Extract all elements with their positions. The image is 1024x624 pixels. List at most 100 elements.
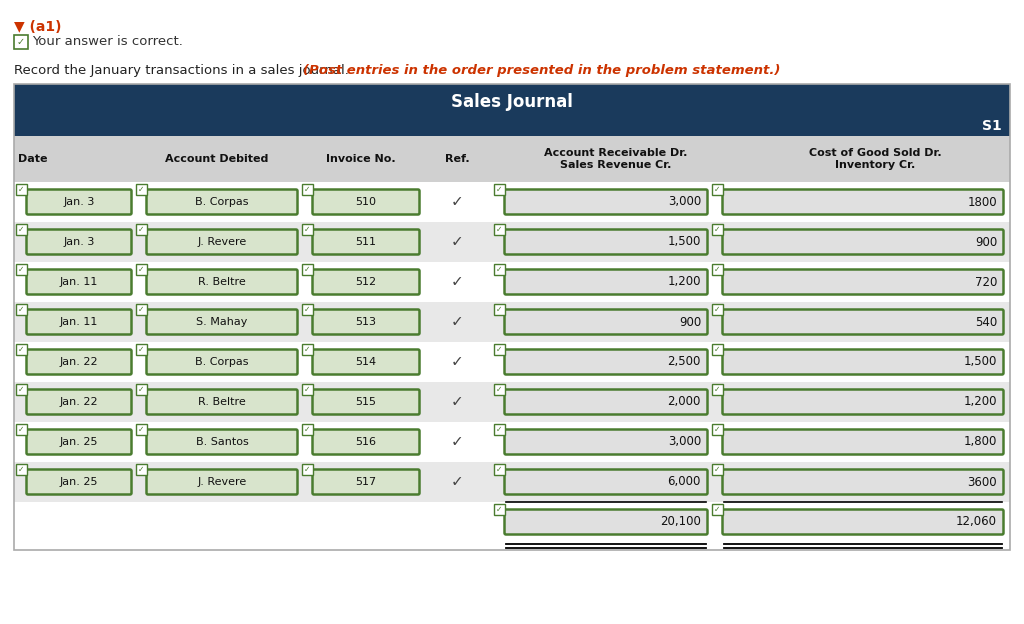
FancyBboxPatch shape (27, 469, 131, 494)
FancyBboxPatch shape (14, 342, 1010, 382)
FancyBboxPatch shape (302, 183, 313, 195)
FancyBboxPatch shape (146, 349, 298, 374)
FancyBboxPatch shape (712, 464, 723, 475)
FancyBboxPatch shape (136, 464, 147, 475)
Text: ✓: ✓ (497, 225, 503, 234)
FancyBboxPatch shape (494, 384, 505, 395)
Text: 2,000: 2,000 (668, 396, 701, 409)
FancyBboxPatch shape (505, 190, 708, 215)
Text: 2,500: 2,500 (668, 356, 701, 369)
FancyBboxPatch shape (712, 504, 723, 515)
Text: 1800: 1800 (968, 195, 997, 208)
Text: ✓: ✓ (138, 305, 144, 314)
Text: 517: 517 (355, 477, 377, 487)
Text: ✓: ✓ (715, 185, 721, 194)
Text: ✓: ✓ (18, 345, 25, 354)
Text: Record the January transactions in a sales journal.: Record the January transactions in a sal… (14, 64, 353, 77)
Text: ✓: ✓ (304, 465, 310, 474)
Text: 6,000: 6,000 (668, 475, 701, 489)
Text: ✓: ✓ (715, 385, 721, 394)
Text: Account Receivable Dr.
Sales Revenue Cr.: Account Receivable Dr. Sales Revenue Cr. (545, 148, 688, 170)
Text: ✓: ✓ (497, 345, 503, 354)
Text: ✓: ✓ (18, 265, 25, 274)
FancyBboxPatch shape (15, 304, 28, 315)
Text: ✓: ✓ (497, 385, 503, 394)
FancyBboxPatch shape (13, 34, 28, 49)
FancyBboxPatch shape (14, 84, 1010, 136)
Text: R. Beltre: R. Beltre (198, 277, 246, 287)
Text: 3,000: 3,000 (668, 195, 701, 208)
Text: Jan. 22: Jan. 22 (59, 357, 98, 367)
Text: ✓: ✓ (451, 394, 464, 409)
Text: Jan. 11: Jan. 11 (59, 317, 98, 327)
FancyBboxPatch shape (505, 310, 708, 334)
Text: ✓: ✓ (497, 465, 503, 474)
FancyBboxPatch shape (27, 429, 131, 454)
Text: ✓: ✓ (715, 465, 721, 474)
FancyBboxPatch shape (14, 302, 1010, 342)
Text: ✓: ✓ (715, 225, 721, 234)
Text: ✓: ✓ (138, 225, 144, 234)
Text: ▼ (a1): ▼ (a1) (14, 20, 61, 34)
FancyBboxPatch shape (712, 223, 723, 235)
FancyBboxPatch shape (494, 223, 505, 235)
FancyBboxPatch shape (302, 424, 313, 436)
Text: 900: 900 (679, 316, 701, 328)
Text: 720: 720 (975, 276, 997, 288)
Text: ✓: ✓ (304, 305, 310, 314)
FancyBboxPatch shape (494, 304, 505, 315)
Text: ✓: ✓ (16, 36, 25, 47)
FancyBboxPatch shape (146, 230, 298, 255)
Text: 3,000: 3,000 (668, 436, 701, 449)
Text: 513: 513 (355, 317, 377, 327)
Text: ✓: ✓ (138, 385, 144, 394)
FancyBboxPatch shape (723, 429, 1004, 454)
Text: ✓: ✓ (451, 235, 464, 250)
Text: ✓: ✓ (138, 345, 144, 354)
FancyBboxPatch shape (302, 223, 313, 235)
FancyBboxPatch shape (505, 469, 708, 494)
Text: Invoice No.: Invoice No. (327, 154, 396, 164)
Text: ✓: ✓ (715, 425, 721, 434)
Text: 516: 516 (355, 437, 377, 447)
Text: 1,500: 1,500 (964, 356, 997, 369)
FancyBboxPatch shape (14, 422, 1010, 462)
Text: R. Beltre: R. Beltre (198, 397, 246, 407)
FancyBboxPatch shape (494, 424, 505, 436)
FancyBboxPatch shape (27, 230, 131, 255)
FancyBboxPatch shape (15, 223, 28, 235)
FancyBboxPatch shape (146, 190, 298, 215)
Text: ✓: ✓ (18, 185, 25, 194)
FancyBboxPatch shape (146, 389, 298, 414)
Text: B. Corpas: B. Corpas (196, 197, 249, 207)
FancyBboxPatch shape (712, 384, 723, 395)
FancyBboxPatch shape (312, 389, 420, 414)
FancyBboxPatch shape (302, 344, 313, 355)
FancyBboxPatch shape (136, 264, 147, 275)
Text: ✓: ✓ (304, 185, 310, 194)
FancyBboxPatch shape (505, 429, 708, 454)
Text: Account Debited: Account Debited (165, 154, 268, 164)
FancyBboxPatch shape (494, 183, 505, 195)
Text: 540: 540 (975, 316, 997, 328)
Text: ✓: ✓ (451, 195, 464, 210)
Text: 3600: 3600 (968, 475, 997, 489)
FancyBboxPatch shape (15, 464, 28, 475)
FancyBboxPatch shape (27, 389, 131, 414)
FancyBboxPatch shape (312, 469, 420, 494)
Text: 511: 511 (355, 237, 377, 247)
FancyBboxPatch shape (723, 310, 1004, 334)
FancyBboxPatch shape (312, 230, 420, 255)
FancyBboxPatch shape (723, 389, 1004, 414)
FancyBboxPatch shape (146, 469, 298, 494)
FancyBboxPatch shape (505, 270, 708, 295)
Text: Jan. 25: Jan. 25 (59, 437, 98, 447)
Text: 1,800: 1,800 (964, 436, 997, 449)
Text: 510: 510 (355, 197, 377, 207)
FancyBboxPatch shape (27, 190, 131, 215)
Text: (Post entries in the order presented in the problem statement.): (Post entries in the order presented in … (303, 64, 780, 77)
Text: Ref.: Ref. (444, 154, 469, 164)
FancyBboxPatch shape (712, 183, 723, 195)
FancyBboxPatch shape (312, 190, 420, 215)
Text: S1: S1 (982, 119, 1002, 133)
